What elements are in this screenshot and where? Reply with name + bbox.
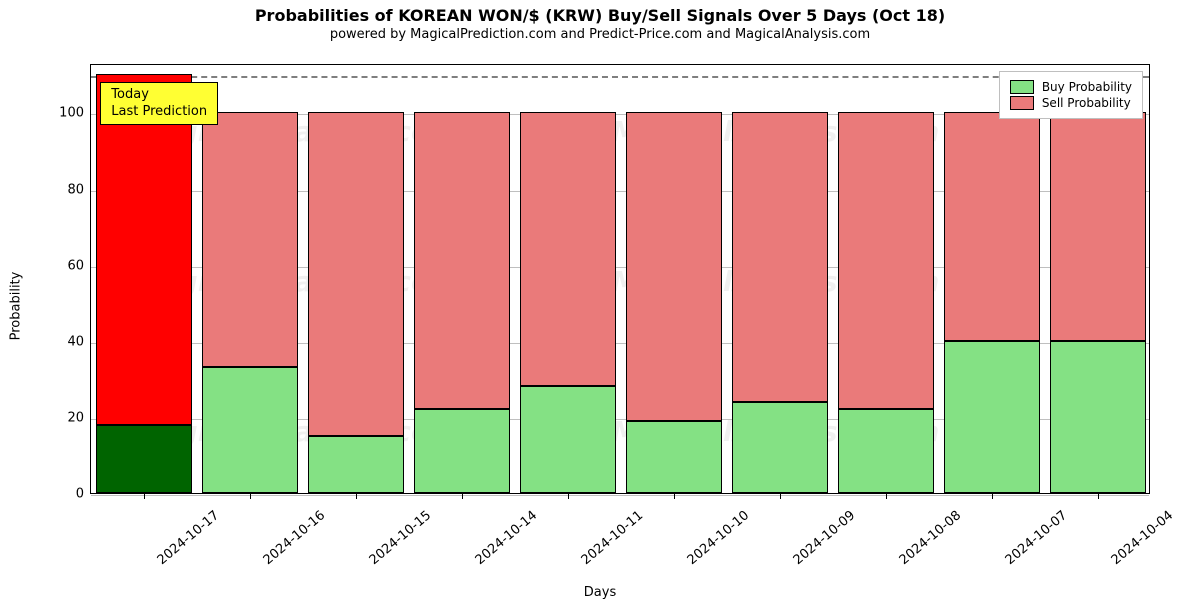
plot-area: MagicalAnalysis.com MagicalAnalysis.com … — [90, 64, 1150, 494]
bar-sell — [732, 112, 827, 401]
bar-sell — [1050, 112, 1145, 340]
bar-sell — [96, 74, 191, 424]
bar-buy — [1050, 341, 1145, 493]
annotation-line-2: Last Prediction — [111, 104, 207, 120]
chart-container: Probabilities of KOREAN WON/$ (KRW) Buy/… — [0, 6, 1200, 606]
x-tick-label: 2024-10-11 — [579, 508, 647, 568]
y-tick-label: 20 — [44, 410, 84, 425]
bar-buy — [838, 409, 933, 493]
bar-buy — [626, 421, 721, 493]
bar-sell — [414, 112, 509, 409]
bar-sell — [202, 112, 297, 367]
y-tick-label: 60 — [44, 258, 84, 273]
legend-item-sell: Sell Probability — [1010, 96, 1132, 110]
bar-sell — [626, 112, 721, 420]
legend-label-buy: Buy Probability — [1042, 80, 1132, 94]
chart-title: Probabilities of KOREAN WON/$ (KRW) Buy/… — [0, 6, 1200, 25]
x-tick-label: 2024-10-16 — [261, 508, 329, 568]
x-tick — [144, 493, 145, 499]
x-tick-label: 2024-10-17 — [155, 508, 223, 568]
bar-sell — [838, 112, 933, 409]
x-tick-label: 2024-10-09 — [791, 508, 859, 568]
x-tick — [992, 493, 993, 499]
bar-buy — [414, 409, 509, 493]
bar-sell — [308, 112, 403, 435]
annotation-line-1: Today — [111, 87, 207, 103]
x-tick — [886, 493, 887, 499]
bar-sell — [944, 112, 1039, 340]
x-tick-label: 2024-10-07 — [1003, 508, 1071, 568]
bar-buy — [96, 425, 191, 493]
x-tick-label: 2024-10-04 — [1109, 508, 1177, 568]
x-tick — [250, 493, 251, 499]
x-tick — [780, 493, 781, 499]
bar-buy — [732, 402, 827, 493]
bar-buy — [308, 436, 403, 493]
bars-layer — [91, 65, 1149, 493]
legend-swatch-sell — [1010, 96, 1034, 110]
y-axis-label: Probability — [9, 272, 24, 341]
legend: Buy Probability Sell Probability — [999, 71, 1143, 119]
x-tick-label: 2024-10-15 — [367, 508, 435, 568]
y-tick-label: 100 — [44, 106, 84, 121]
x-tick — [356, 493, 357, 499]
x-tick — [1098, 493, 1099, 499]
x-tick — [674, 493, 675, 499]
today-annotation: Today Last Prediction — [100, 82, 218, 125]
bar-buy — [520, 386, 615, 493]
legend-item-buy: Buy Probability — [1010, 80, 1132, 94]
x-tick — [568, 493, 569, 499]
legend-label-sell: Sell Probability — [1042, 96, 1131, 110]
x-tick-label: 2024-10-14 — [473, 508, 541, 568]
y-tick-label: 80 — [44, 182, 84, 197]
legend-swatch-buy — [1010, 80, 1034, 94]
bar-sell — [520, 112, 615, 386]
chart-subtitle: powered by MagicalPrediction.com and Pre… — [0, 27, 1200, 42]
x-tick — [462, 493, 463, 499]
x-axis-label: Days — [584, 585, 616, 600]
y-tick-label: 0 — [44, 487, 84, 502]
x-tick-label: 2024-10-10 — [685, 508, 753, 568]
y-tick-label: 40 — [44, 334, 84, 349]
bar-buy — [202, 367, 297, 493]
x-tick-label: 2024-10-08 — [897, 508, 965, 568]
bar-buy — [944, 341, 1039, 493]
